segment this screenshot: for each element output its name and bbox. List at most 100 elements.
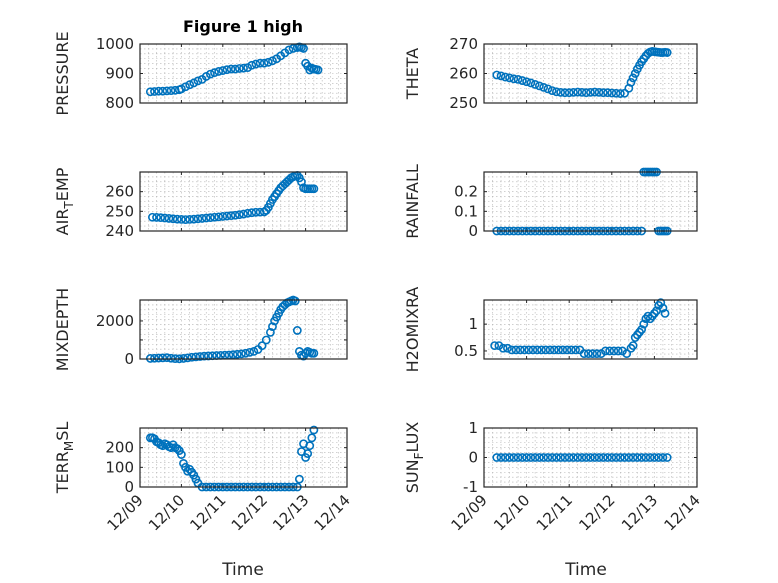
data-point: [569, 453, 578, 462]
data-point: [164, 214, 174, 223]
data-point: [172, 214, 182, 224]
data-point: [230, 64, 240, 74]
y-tick-label: 260: [105, 183, 134, 201]
y-axis-label: H2OMIXRA: [403, 287, 422, 373]
data-point: [530, 453, 540, 462]
y-axis-label: RAINFALL: [403, 164, 422, 239]
y-tick-label: 240: [105, 222, 134, 240]
data-point: [201, 213, 211, 223]
data-point: [172, 444, 182, 454]
data-point: [195, 352, 205, 361]
axes-box: [483, 299, 698, 360]
data-point: [658, 303, 668, 313]
data-point: [534, 453, 544, 462]
data-point: [305, 441, 315, 451]
data-point: [517, 76, 527, 85]
y-tick-label: 900: [105, 65, 134, 83]
data-point: [234, 64, 244, 73]
data-point: [556, 87, 566, 97]
data-point: [569, 87, 578, 97]
data-point: [539, 82, 549, 92]
data-point: [309, 184, 319, 194]
data-point: [181, 82, 190, 92]
data-point: [609, 346, 619, 356]
data-point: [210, 212, 219, 222]
axes-box: [483, 43, 698, 104]
data-point: [284, 45, 294, 55]
y-tick-label: 800: [105, 94, 134, 112]
data-point: [183, 353, 193, 363]
y-tick-label: 0: [468, 222, 478, 240]
data-point: [515, 345, 525, 355]
data-point: [199, 351, 209, 361]
data-point: [261, 335, 271, 345]
x-tick-label: 12/14: [311, 491, 354, 534]
data-point: [552, 87, 561, 97]
data-point: [290, 296, 300, 306]
data-point: [590, 87, 600, 97]
data-point: [513, 75, 523, 84]
axes-box: [139, 299, 348, 360]
data-point: [564, 453, 574, 462]
data-point: [611, 453, 621, 462]
data-point: [534, 81, 544, 91]
data-point: [524, 345, 534, 355]
data-point: [241, 348, 250, 358]
data-point: [603, 453, 612, 462]
subplot-h2omixra: 0.5 1 H2OMIXRA: [403, 287, 698, 373]
data-point: [255, 58, 265, 68]
data-point: [313, 65, 323, 75]
data-point: [615, 89, 625, 98]
data-point: [214, 212, 224, 222]
data-point: [605, 346, 615, 356]
data-point: [226, 211, 236, 221]
data-point: [237, 349, 246, 359]
data-point: [166, 353, 176, 363]
x-tick-label: 12/10: [490, 491, 533, 534]
data-point: [628, 453, 638, 462]
data-point: [176, 450, 186, 459]
axes-box: [139, 43, 348, 104]
data-point: [613, 346, 623, 356]
data-point: [193, 76, 203, 86]
data-point: [598, 453, 608, 462]
data-point: [492, 70, 502, 80]
data-point: [577, 87, 587, 97]
y-axis-label: AIRTEMP: [53, 167, 76, 235]
x-axis-label-right: Time: [564, 560, 607, 580]
data-point: [543, 84, 553, 94]
data-point: [162, 86, 172, 96]
y-axis-label: THETA: [403, 48, 422, 100]
data-point: [158, 441, 168, 451]
data-point: [148, 212, 157, 222]
data-point: [573, 87, 583, 97]
data-point: [641, 453, 651, 462]
axes-box: [139, 427, 348, 488]
y-tick-label: 1: [468, 315, 478, 333]
data-point: [168, 214, 178, 224]
data-point: [581, 453, 591, 462]
data-point: [505, 73, 514, 83]
data-point: [543, 453, 553, 462]
data-point: [656, 298, 666, 308]
data-point: [615, 453, 625, 462]
data-point: [232, 349, 242, 359]
data-point: [517, 453, 527, 462]
data-point: [292, 326, 302, 335]
y-tick-label: -1: [463, 478, 478, 496]
data-point: [611, 88, 621, 98]
data-point: [503, 343, 512, 353]
data-point: [181, 215, 190, 224]
y-axis-label: PRESSURE: [53, 31, 72, 115]
data-point: [301, 348, 310, 358]
data-point: [571, 345, 580, 355]
data-point: [528, 345, 538, 355]
data-point: [500, 72, 510, 82]
data-point: [150, 87, 159, 96]
y-tick-label: 0.2: [454, 183, 478, 201]
data-point: [158, 86, 168, 96]
data-point: [193, 214, 203, 224]
x-tick-label: 12/13: [618, 491, 661, 534]
data-point: [197, 214, 207, 223]
